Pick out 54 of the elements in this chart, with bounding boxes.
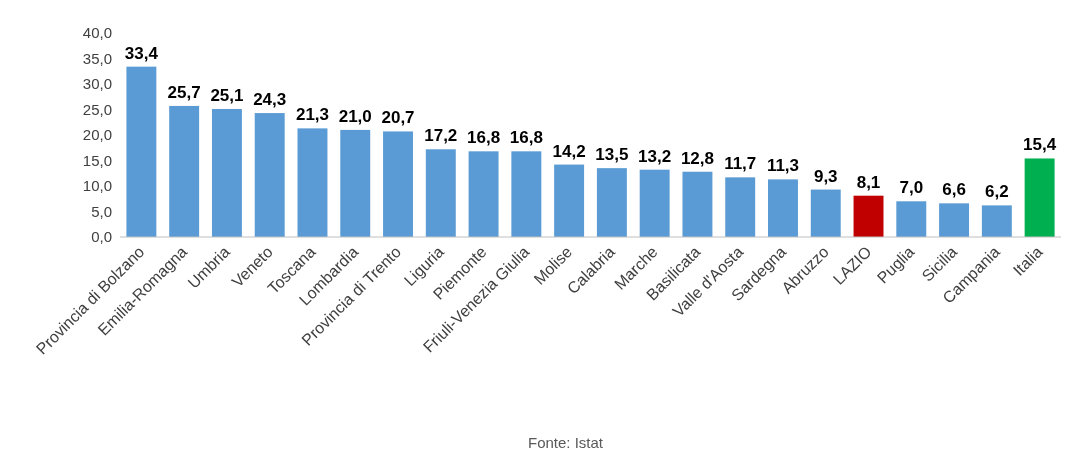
- data-label: 33,4: [124, 43, 159, 63]
- source-note: Fonte: Istat: [527, 434, 604, 451]
- bar: [340, 129, 371, 237]
- data-label: 16,8: [467, 128, 501, 148]
- bar: [853, 195, 884, 237]
- y-tick-label: 15,0: [82, 151, 112, 169]
- data-label: 11,7: [724, 154, 757, 174]
- data-label: 13,2: [638, 146, 672, 166]
- y-tick-label: 40,0: [82, 24, 112, 42]
- data-label: 16,8: [509, 128, 543, 148]
- data-label: 20,7: [381, 108, 415, 128]
- data-label: 6,2: [985, 182, 1009, 202]
- y-tick-label: 35,0: [82, 49, 112, 67]
- data-label: 17,2: [424, 126, 458, 146]
- bar: [554, 164, 585, 237]
- bar: [939, 203, 970, 237]
- data-label: 9,3: [813, 166, 838, 186]
- bar: [596, 168, 627, 237]
- bar: [768, 179, 798, 237]
- data-label: 13,5: [595, 145, 629, 165]
- data-label: 25,1: [210, 85, 244, 105]
- bar: [169, 105, 200, 237]
- data-label: 12,8: [680, 148, 714, 168]
- bar: [639, 169, 670, 237]
- bar: [297, 128, 328, 237]
- bar: [383, 131, 413, 237]
- bar: [254, 113, 285, 237]
- bar: [682, 171, 713, 237]
- bar: [468, 151, 499, 237]
- bar: [511, 151, 542, 237]
- data-label: 7,0: [899, 178, 924, 198]
- bar: [425, 149, 456, 237]
- bar: [981, 205, 1012, 237]
- y-tick-label: 25,0: [82, 100, 112, 118]
- data-label: 21,3: [295, 105, 330, 125]
- y-tick-label: 0,0: [91, 228, 112, 246]
- bar: [1024, 158, 1055, 237]
- y-tick-label: 10,0: [82, 177, 112, 195]
- data-label: 8,1: [856, 172, 881, 192]
- data-label: 24,3: [253, 90, 287, 110]
- bar: [211, 108, 242, 237]
- bar: [725, 177, 756, 237]
- data-label: 11,3: [766, 156, 800, 176]
- bar: [810, 189, 841, 237]
- data-label: 14,2: [552, 141, 586, 161]
- y-tick-label: 30,0: [82, 75, 112, 93]
- data-label: 25,7: [167, 82, 201, 102]
- y-tick-label: 5,0: [91, 202, 112, 220]
- y-tick-label: 20,0: [82, 126, 112, 144]
- data-label: 21,0: [338, 106, 372, 126]
- bar: [896, 201, 927, 237]
- data-label: 15,4: [1023, 135, 1057, 155]
- bar: [126, 66, 157, 237]
- data-label: 6,6: [942, 180, 966, 200]
